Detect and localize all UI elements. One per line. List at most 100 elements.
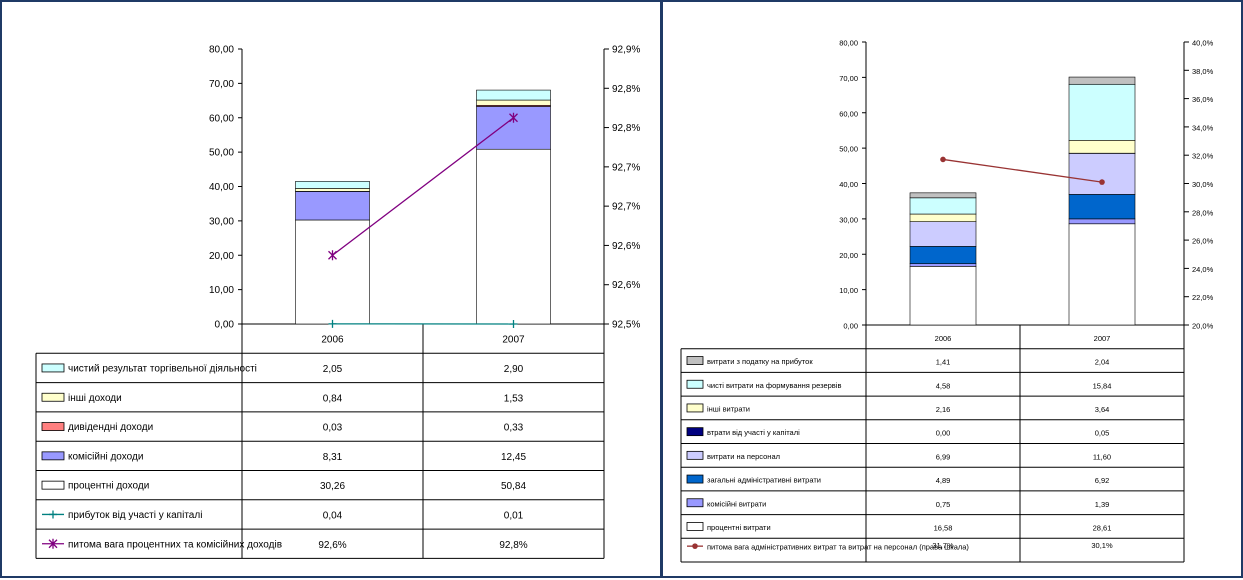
y2-tick-label: 32,0% [1192, 152, 1214, 161]
y-tick-label: 0,00 [843, 322, 858, 331]
y-tick-label: 30,00 [839, 215, 858, 224]
data-label: 92,6% [318, 540, 346, 551]
legend-key [687, 522, 703, 530]
bar-segment [296, 191, 370, 220]
data-label: 6,92 [1095, 476, 1110, 485]
legend-label: чистий результат торгівельної діяльності [68, 363, 257, 374]
point-marker [692, 543, 698, 549]
legend-label: питома вага процентних та комісійних дох… [68, 539, 282, 550]
bar-segment [910, 266, 976, 325]
bar-segment [477, 149, 551, 324]
legend-key [42, 393, 64, 401]
y2-tick-label: 22,0% [1192, 293, 1214, 302]
data-label: 92,8% [499, 540, 527, 551]
data-label: 2,16 [936, 405, 951, 414]
bar-segment [910, 222, 976, 247]
point-marker [940, 157, 946, 163]
y2-tick-label: 40,0% [1192, 39, 1214, 48]
bar-segment [910, 193, 976, 198]
data-label: 0,03 [323, 423, 343, 434]
legend-key [687, 451, 703, 459]
bar-segment [1069, 219, 1135, 224]
y-tick-label: 50,00 [839, 145, 858, 154]
data-label: 3,64 [1095, 405, 1110, 414]
legend-key [687, 357, 703, 365]
y2-tick-label: 92,8% [612, 123, 640, 134]
y2-tick-label: 92,7% [612, 162, 640, 173]
legend-key [687, 475, 703, 483]
data-label: 0,05 [1095, 429, 1110, 438]
y-tick-label: 10,00 [209, 285, 234, 296]
y2-tick-label: 92,5% [612, 320, 640, 331]
legend-key [42, 364, 64, 372]
data-label: 0,04 [323, 510, 343, 521]
bar-segment [910, 246, 976, 263]
point-marker [1099, 179, 1105, 185]
data-label: 0,75 [936, 500, 951, 509]
y2-tick-label: 34,0% [1192, 123, 1214, 132]
data-label: 50,84 [501, 481, 526, 492]
category-label: 2006 [935, 334, 952, 343]
y-tick-label: 60,00 [209, 113, 234, 124]
y-tick-label: 30,00 [209, 216, 234, 227]
data-label: 31,7% [932, 541, 954, 550]
y-tick-label: 70,00 [209, 79, 234, 90]
y2-tick-label: 36,0% [1192, 95, 1214, 104]
y-tick-label: 50,00 [209, 148, 234, 159]
data-label: 11,60 [1093, 452, 1111, 461]
y2-tick-label: 92,6% [612, 280, 640, 291]
bar-segment [1069, 153, 1135, 194]
y-tick-label: 70,00 [839, 74, 858, 83]
legend-label: дивідендні доходи [68, 422, 153, 433]
y-tick-label: 40,00 [209, 182, 234, 193]
category-label: 2007 [502, 335, 525, 346]
legend-key [42, 481, 64, 489]
y2-tick-label: 38,0% [1192, 67, 1214, 76]
y-tick-label: 20,00 [209, 251, 234, 262]
y2-tick-label: 26,0% [1192, 237, 1214, 246]
data-label: 6,99 [936, 452, 951, 461]
data-label: 2,90 [504, 364, 524, 375]
y2-tick-label: 92,7% [612, 202, 640, 213]
legend-key [687, 380, 703, 388]
data-label: 0,84 [323, 393, 343, 404]
data-label: 28,61 [1093, 523, 1112, 532]
point-marker [49, 510, 57, 518]
y-tick-label: 80,00 [839, 39, 858, 48]
legend-label: питома вага адміністративних витрат та в… [707, 543, 969, 552]
data-label: 0,01 [504, 510, 524, 521]
data-label: 1,39 [1095, 500, 1110, 509]
legend-label: процентні витрати [707, 523, 771, 532]
y-tick-label: 0,00 [215, 320, 235, 331]
y2-tick-label: 30,0% [1192, 180, 1214, 189]
data-label: 0,00 [936, 429, 951, 438]
legend-label: витрати з податку на прибуток [707, 357, 813, 366]
y-tick-label: 40,00 [839, 180, 858, 189]
legend-key [42, 452, 64, 460]
bar-segment [1069, 84, 1135, 140]
data-label: 30,26 [320, 481, 345, 492]
category-label: 2007 [1094, 334, 1111, 343]
bar-segment [1069, 194, 1135, 218]
y-tick-label: 60,00 [839, 109, 858, 118]
data-label: 2,04 [1095, 358, 1110, 367]
legend-label: втрати від участі у капіталі [707, 428, 800, 437]
data-label: 1,41 [936, 358, 951, 367]
y2-tick-label: 28,0% [1192, 208, 1214, 217]
data-label: 4,89 [936, 476, 951, 485]
data-label: 12,45 [501, 452, 526, 463]
bar-segment [477, 90, 551, 100]
y-tick-label: 20,00 [839, 251, 858, 260]
legend-label: процентні доходи [68, 481, 149, 492]
legend-label: інші витрати [707, 404, 750, 413]
expense-chart: 0,0010,0020,0030,0040,0050,0060,0070,008… [663, 2, 1243, 580]
bar-segment [1069, 224, 1135, 325]
legend-label: загальні адміністративні витрати [707, 476, 821, 485]
bar-segment [296, 188, 370, 191]
legend-label: комісійні доходи [68, 451, 143, 462]
category-label: 2006 [321, 335, 344, 346]
legend-label: інші доходи [68, 393, 122, 404]
revenue-chart: 0,0010,0020,0030,0040,0050,0060,0070,008… [2, 2, 664, 580]
